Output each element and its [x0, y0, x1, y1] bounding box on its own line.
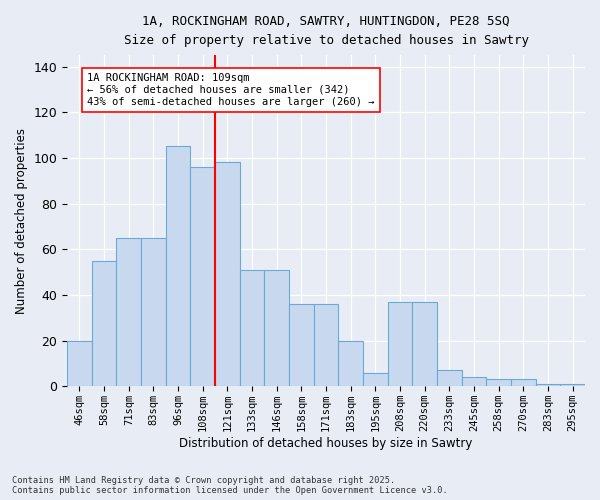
Bar	[240, 270, 265, 386]
Bar	[265, 270, 289, 386]
Bar	[92, 260, 116, 386]
Bar	[215, 162, 240, 386]
Bar	[338, 340, 363, 386]
Title: 1A, ROCKINGHAM ROAD, SAWTRY, HUNTINGDON, PE28 5SQ
Size of property relative to d: 1A, ROCKINGHAM ROAD, SAWTRY, HUNTINGDON,…	[124, 15, 529, 47]
Y-axis label: Number of detached properties: Number of detached properties	[15, 128, 28, 314]
Bar	[560, 384, 585, 386]
Bar	[511, 380, 536, 386]
Bar	[289, 304, 314, 386]
Bar	[363, 372, 388, 386]
Bar	[190, 167, 215, 386]
Text: Contains HM Land Registry data © Crown copyright and database right 2025.
Contai: Contains HM Land Registry data © Crown c…	[12, 476, 448, 495]
Bar	[437, 370, 462, 386]
Bar	[388, 302, 412, 386]
Bar	[462, 377, 487, 386]
Bar	[487, 380, 511, 386]
Bar	[67, 340, 92, 386]
X-axis label: Distribution of detached houses by size in Sawtry: Distribution of detached houses by size …	[179, 437, 473, 450]
Bar	[536, 384, 560, 386]
Text: 1A ROCKINGHAM ROAD: 109sqm
← 56% of detached houses are smaller (342)
43% of sem: 1A ROCKINGHAM ROAD: 109sqm ← 56% of deta…	[87, 74, 374, 106]
Bar	[166, 146, 190, 386]
Bar	[141, 238, 166, 386]
Bar	[314, 304, 338, 386]
Bar	[116, 238, 141, 386]
Bar	[412, 302, 437, 386]
